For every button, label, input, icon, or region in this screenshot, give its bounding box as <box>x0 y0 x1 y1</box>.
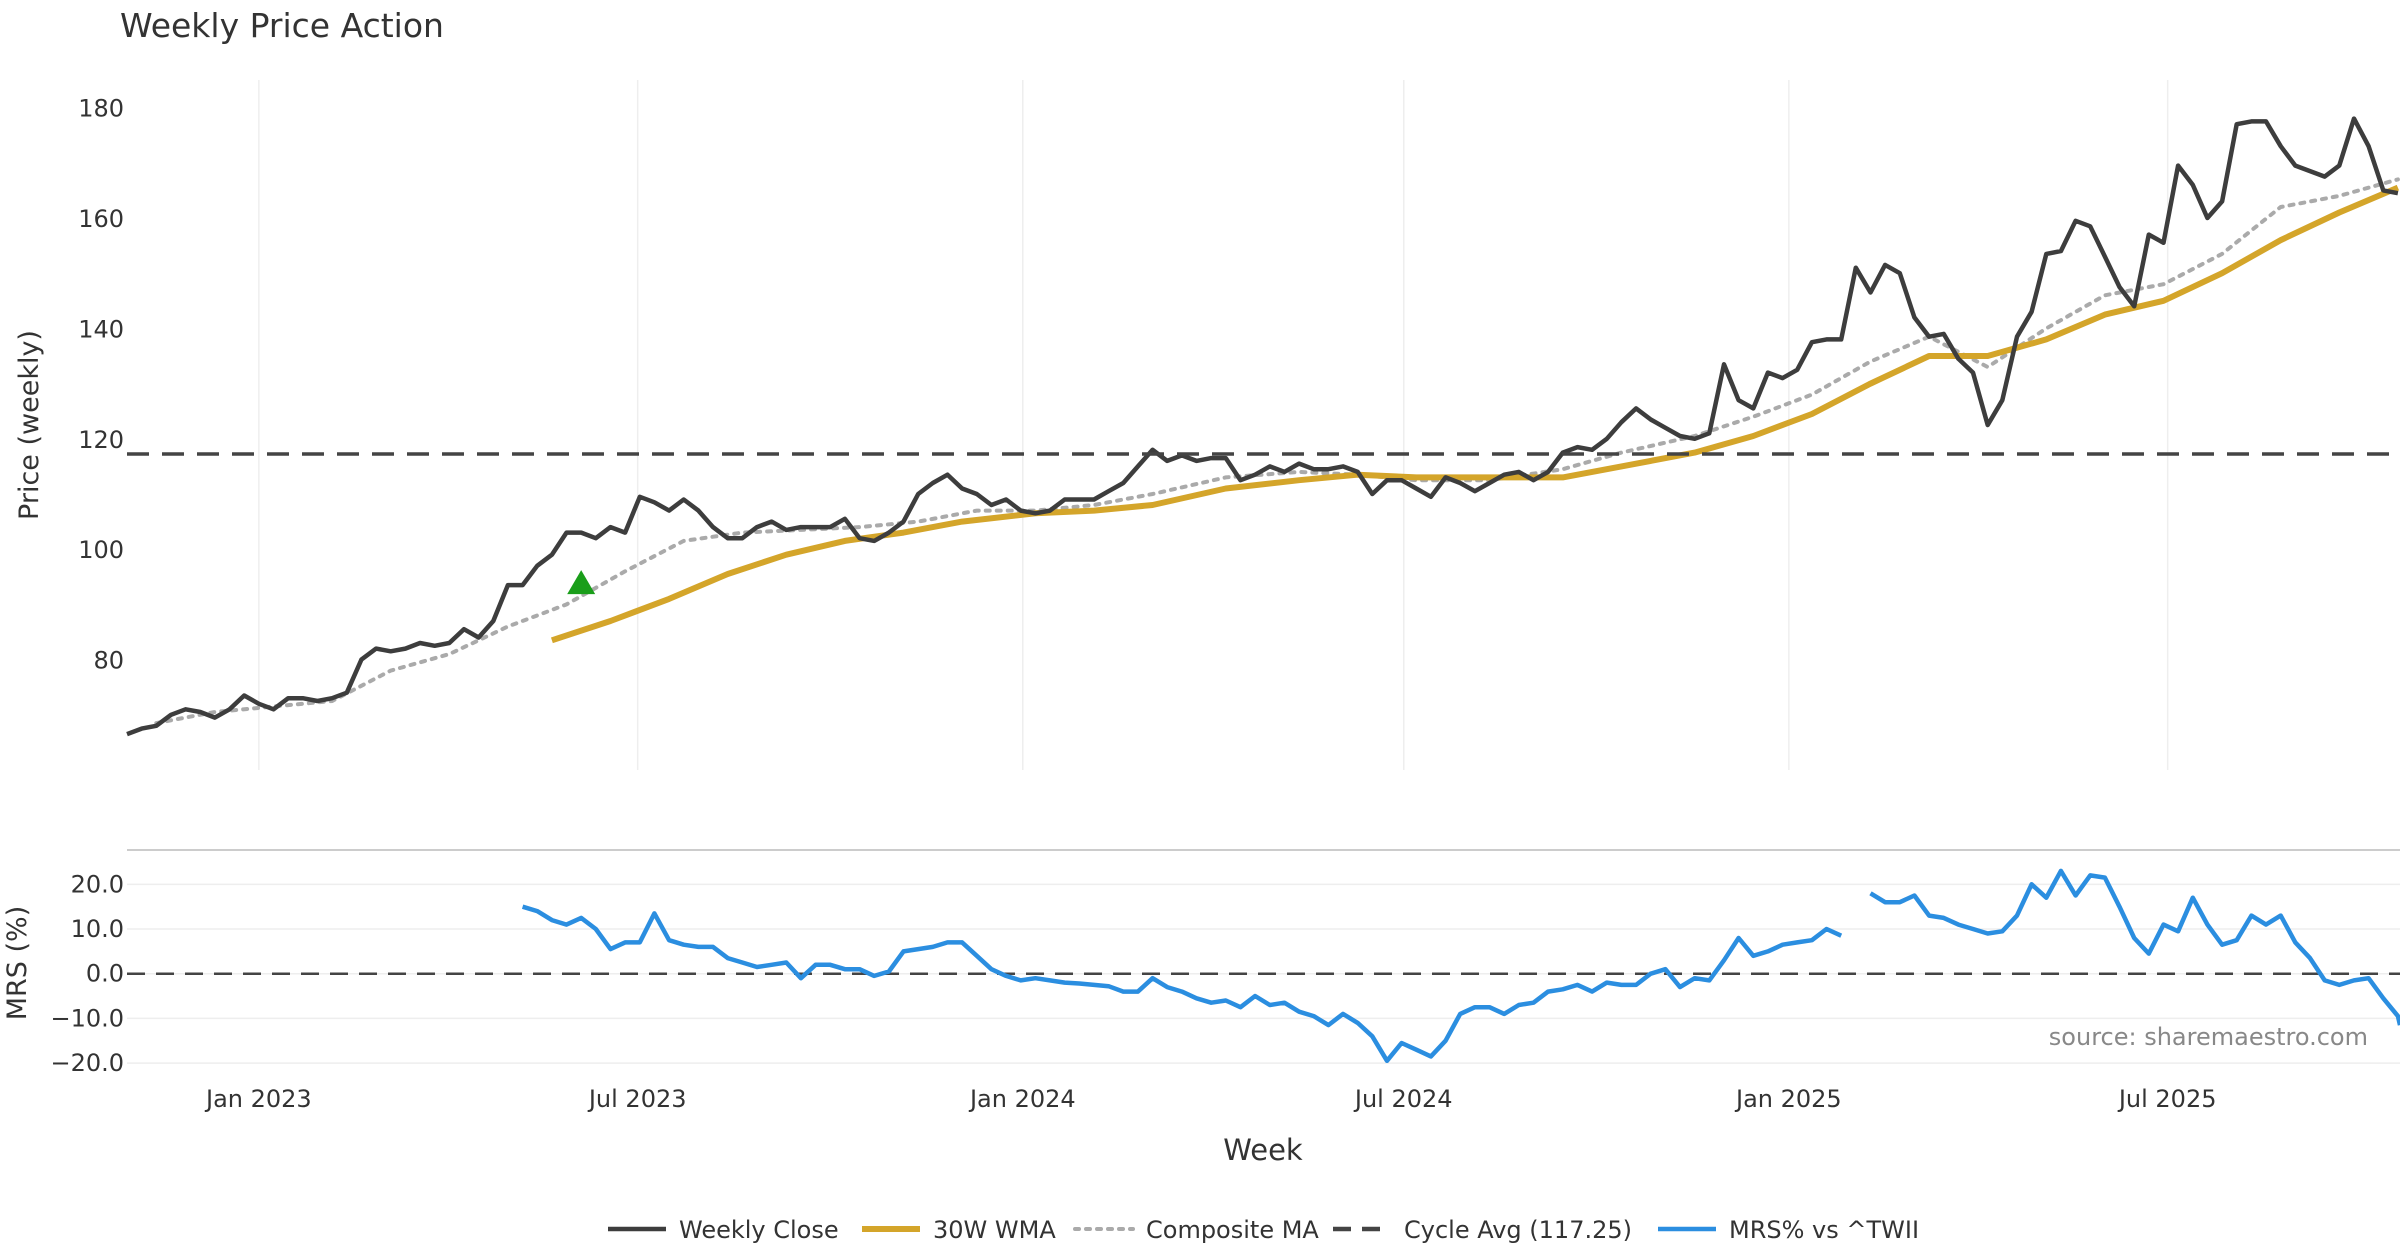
price-y-axis-label: Price (weekly) <box>14 330 45 520</box>
mrs-y-tick-label: 20.0 <box>71 870 124 898</box>
x-tick-label: Jan 2024 <box>968 1085 1076 1113</box>
buy-signal-marker <box>567 570 596 595</box>
wma-30w-line <box>550 184 2400 644</box>
composite-ma-line <box>154 177 2400 726</box>
price-series-group <box>126 116 2400 737</box>
legend-label-composite: Composite MA <box>1146 1216 1319 1244</box>
legend: Weekly Close 30W WMA Composite MA Cycle Avg… <box>608 1216 1919 1244</box>
legend-label-cycle: Cycle Avg (117.25) <box>1404 1216 1632 1244</box>
legend-label-close: Weekly Close <box>679 1216 839 1244</box>
mrs-line-segment <box>521 904 1843 1064</box>
price-y-tick-label: 120 <box>78 426 124 454</box>
price-y-tick-label: 180 <box>78 95 124 123</box>
price-grid <box>258 80 2169 770</box>
mrs-y-tick-label: 0.0 <box>86 960 124 988</box>
x-tick-labels: Jan 2023 Jul 2023 Jan 2024 Jul 2024 Jan 2025… <box>204 1085 2217 1113</box>
mrs-y-tick-labels: 20.0 10.0 0.0 −20.0 −10.0 <box>50 870 124 1077</box>
x-tick-label: Jan 2023 <box>204 1085 312 1113</box>
x-tick-label: Jul 2024 <box>1353 1085 1453 1113</box>
mrs-y-tick-label: −10.0 <box>50 1004 124 1032</box>
price-y-tick-label: 80 <box>93 647 124 675</box>
price-y-tick-label: 100 <box>78 536 124 564</box>
mrs-y-axis-label: MRS (%) <box>2 906 33 1021</box>
mrs-series-group <box>127 868 2400 1064</box>
x-tick-label: Jul 2023 <box>587 1085 687 1113</box>
mrs-y-tick-label: −20.0 <box>50 1049 124 1077</box>
x-axis-label: Week <box>1223 1133 1303 1167</box>
price-y-tick-labels: 80 100 120 140 160 180 <box>78 95 124 675</box>
mrs-line-segment <box>1869 868 2400 1026</box>
price-y-tick-label: 160 <box>78 205 124 233</box>
source-note: source: sharemaestro.com <box>2049 1023 2368 1051</box>
x-tick-label: Jan 2025 <box>1734 1085 1842 1113</box>
price-y-tick-label: 140 <box>78 315 124 343</box>
legend-label-wma: 30W WMA <box>933 1216 1056 1244</box>
mrs-y-tick-label: 10.0 <box>71 915 124 943</box>
weekly-close-line <box>126 116 2399 737</box>
x-tick-label: Jul 2025 <box>2117 1085 2217 1113</box>
chart-title: Weekly Price Action <box>120 6 444 45</box>
legend-label-mrs: MRS% vs ^TWII <box>1729 1216 1919 1244</box>
